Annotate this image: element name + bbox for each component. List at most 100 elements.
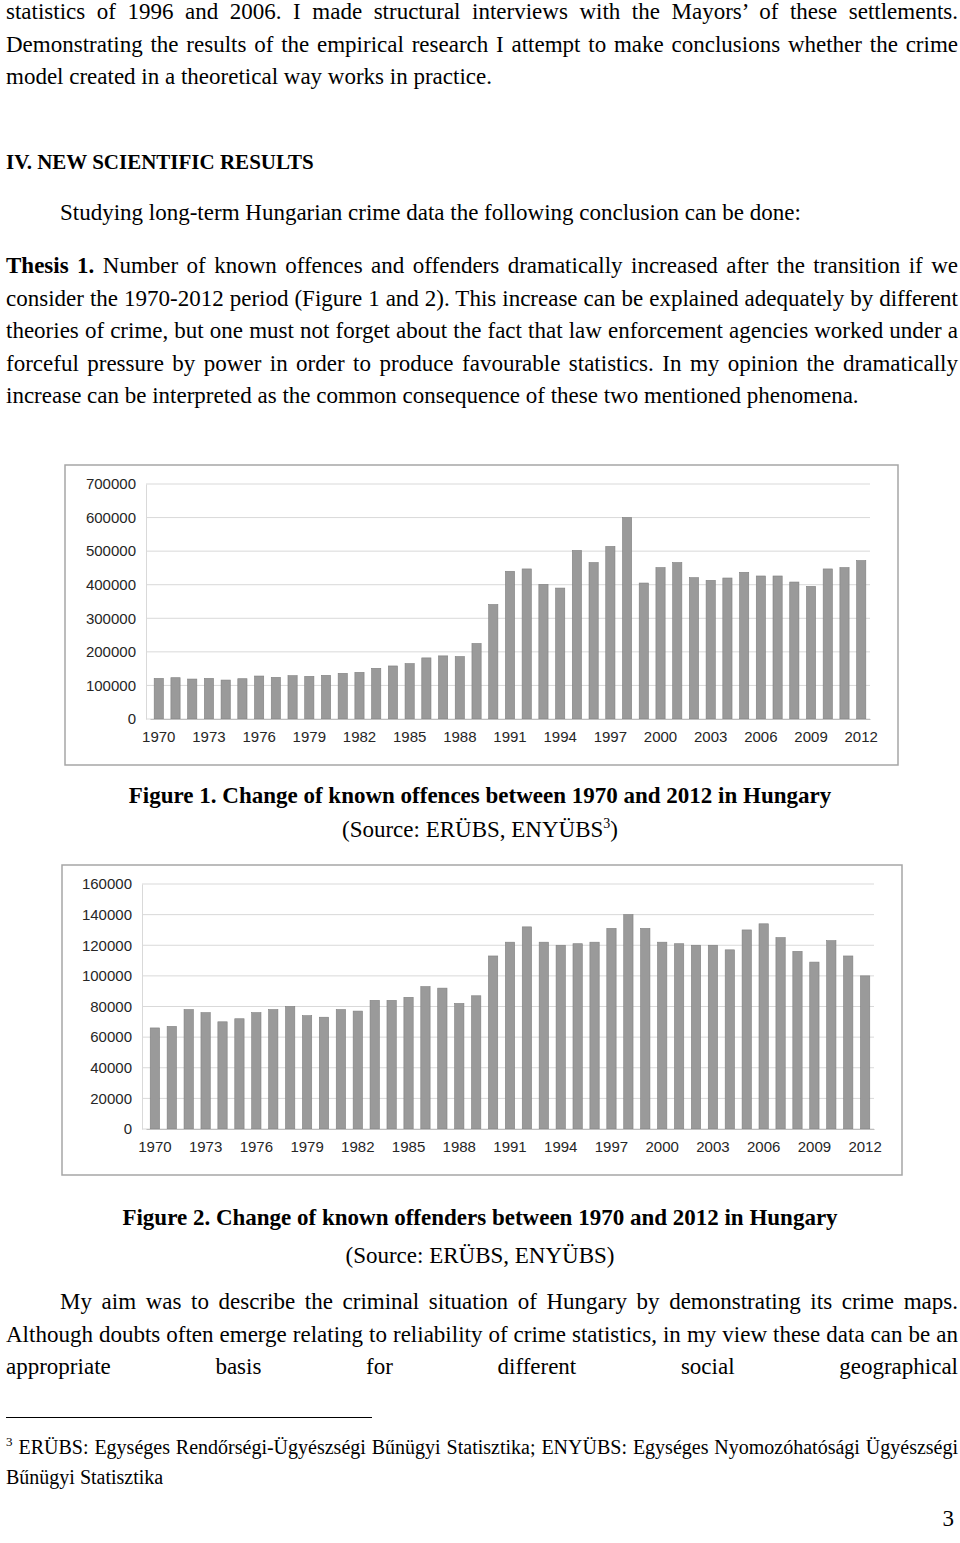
x-tick-label: 1985 xyxy=(393,728,426,745)
x-tick-label: 1970 xyxy=(142,728,175,745)
x-tick: 1997 xyxy=(594,719,627,745)
x-tick: 1970 xyxy=(142,719,175,745)
x-tick: 1991 xyxy=(493,719,526,745)
chart: 0200004000060000800001000001200001400001… xyxy=(62,865,902,1175)
grid-line xyxy=(146,551,870,552)
x-tick-label: 2003 xyxy=(696,1138,729,1155)
bar xyxy=(221,680,230,719)
bar xyxy=(305,676,314,719)
x-tick: 2006 xyxy=(744,719,777,745)
bar xyxy=(776,938,785,1129)
x-tick-label: 1982 xyxy=(343,728,376,745)
bar xyxy=(589,563,598,719)
axis-line xyxy=(146,485,147,720)
bar xyxy=(823,569,832,719)
y-axis: 0100000200000300000400000500000600000700… xyxy=(86,475,147,727)
bar xyxy=(302,1016,311,1129)
x-tick-label: 1979 xyxy=(290,1138,323,1155)
x-tick-label: 2000 xyxy=(646,1138,679,1155)
bar xyxy=(656,568,665,719)
paragraph-text: Studying long-term Hungarian crime data … xyxy=(60,200,801,225)
y-tick: 500000 xyxy=(86,542,146,559)
x-tick-label: 2003 xyxy=(694,728,727,745)
x-tick: 1973 xyxy=(192,719,225,745)
y-tick: 100000 xyxy=(82,967,142,984)
bar xyxy=(321,675,330,719)
x-tick-label: 1988 xyxy=(443,728,476,745)
x-tick: 1997 xyxy=(595,1129,628,1155)
bar xyxy=(759,924,768,1129)
y-tick: 160000 xyxy=(82,875,142,892)
bar xyxy=(271,677,280,719)
bar xyxy=(740,572,749,719)
axis-line xyxy=(147,1129,875,1130)
figure-caption: Figure 2. Change of known offenders betw… xyxy=(0,1202,960,1235)
x-tick-label: 1976 xyxy=(242,728,275,745)
y-tick: 60000 xyxy=(90,1028,142,1045)
bar xyxy=(422,658,431,719)
y-tick-label: 200000 xyxy=(86,643,136,660)
bar xyxy=(860,976,869,1129)
x-tick: 2000 xyxy=(646,1129,679,1155)
y-tick-label: 80000 xyxy=(90,998,132,1015)
y-tick-label: 140000 xyxy=(82,906,132,923)
bar xyxy=(405,664,414,719)
bar xyxy=(857,561,866,719)
bar xyxy=(742,930,751,1129)
bar xyxy=(319,1017,328,1129)
x-tick: 2009 xyxy=(794,719,827,745)
y-tick-label: 0 xyxy=(128,710,136,727)
y-tick: 120000 xyxy=(82,937,142,954)
bar xyxy=(607,928,616,1129)
y-tick: 140000 xyxy=(82,906,142,923)
y-axis: 0200004000060000800001000001200001400001… xyxy=(82,875,143,1137)
footnote-text: ERÜBS: Egységes Rendőrségi-Ügyészségi Bű… xyxy=(6,1436,958,1488)
y-tick-label: 120000 xyxy=(82,937,132,954)
x-tick: 1994 xyxy=(543,719,576,745)
y-tick-label: 40000 xyxy=(90,1059,132,1076)
bar xyxy=(556,588,565,719)
bar xyxy=(235,1019,244,1129)
bar xyxy=(438,988,447,1129)
footnote: 3 ERÜBS: Egységes Rendőrségi-Ügyészségi … xyxy=(6,1432,958,1492)
y-tick: 80000 xyxy=(90,998,142,1015)
footnote-mark: 3 xyxy=(6,1434,13,1449)
x-tick-label: 1988 xyxy=(443,1138,476,1155)
x-tick: 1976 xyxy=(242,719,275,745)
section-heading: IV. NEW SCIENTIFIC RESULTS xyxy=(6,146,958,179)
caption-title: Figure 2. Change of known offenders betw… xyxy=(122,1205,837,1230)
bar xyxy=(590,942,599,1129)
y-tick-label: 400000 xyxy=(86,576,136,593)
x-tick-label: 1994 xyxy=(543,728,576,745)
bar xyxy=(269,1010,278,1129)
intro-paragraph: statistics of 1996 and 2006. I made stru… xyxy=(6,0,958,94)
bar xyxy=(708,945,717,1129)
x-tick: 2012 xyxy=(848,1129,881,1155)
y-tick: 200000 xyxy=(86,643,146,660)
y-tick-label: 700000 xyxy=(86,475,136,492)
bar xyxy=(201,1013,210,1129)
x-tick: 1994 xyxy=(544,1129,577,1155)
bar xyxy=(639,583,648,719)
figure-source: (Source: ERÜBS, ENYÜBS3) xyxy=(0,814,960,847)
bar xyxy=(756,576,765,719)
bar xyxy=(404,997,413,1129)
x-tick-label: 1973 xyxy=(192,728,225,745)
paragraph-text: Number of known offences and offenders d… xyxy=(6,253,958,408)
x-tick-label: 2012 xyxy=(845,728,878,745)
bar xyxy=(238,679,247,719)
bar xyxy=(204,678,213,719)
x-tick: 1976 xyxy=(240,1129,273,1155)
bar xyxy=(184,1010,193,1129)
figure-source: (Source: ERÜBS, ENYÜBS) xyxy=(0,1240,960,1273)
bar xyxy=(572,550,581,719)
bar xyxy=(188,679,197,719)
y-tick-label: 100000 xyxy=(86,677,136,694)
bar xyxy=(372,668,381,719)
bar xyxy=(439,656,448,719)
x-tick: 1979 xyxy=(293,719,326,745)
x-tick: 2012 xyxy=(845,719,878,745)
y-tick: 700000 xyxy=(86,475,146,492)
bar xyxy=(472,996,481,1129)
source-text: (Source: ERÜBS, ENYÜBS xyxy=(342,817,603,842)
